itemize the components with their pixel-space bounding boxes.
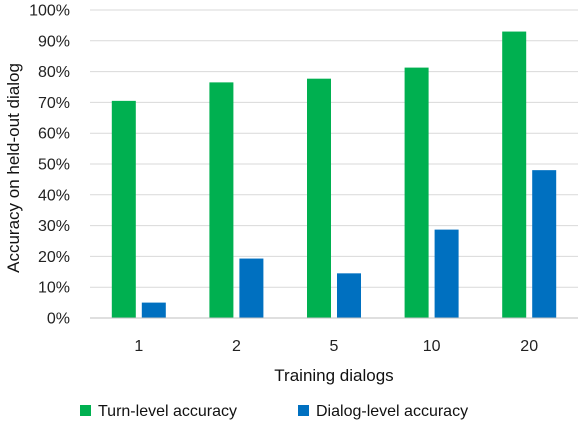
x-axis-title: Training dialogs [274, 366, 393, 385]
bar-turn-level-2 [209, 82, 234, 318]
legend-swatch-dialog-level [298, 405, 309, 416]
y-tick-label: 100% [29, 3, 70, 20]
y-tick-label: 30% [38, 218, 70, 235]
y-tick-label: 10% [38, 280, 70, 297]
gridlines [90, 9, 578, 288]
bar-dialog-level-10 [434, 229, 459, 318]
legend-label-turn-level: Turn-level accuracy [98, 403, 237, 420]
y-tick-label: 40% [38, 187, 70, 204]
x-tick-label: 1 [134, 338, 143, 355]
legend: Turn-level accuracy Dialog-level accurac… [80, 403, 468, 420]
y-tick-label: 60% [38, 126, 70, 143]
y-tick-label: 70% [38, 95, 70, 112]
bars [111, 31, 557, 319]
legend-swatch-turn-level [80, 405, 91, 416]
x-tick-label: 2 [232, 338, 241, 355]
bar-turn-level-20 [502, 31, 527, 319]
legend-label-dialog-level: Dialog-level accuracy [316, 403, 468, 420]
bar-dialog-level-20 [532, 170, 557, 318]
x-tick-label: 10 [423, 338, 441, 355]
bar-dialog-level-2 [239, 258, 264, 318]
y-tick-label: 50% [38, 157, 70, 174]
x-tick-label: 5 [330, 338, 339, 355]
bar-dialog-level-5 [337, 273, 361, 318]
x-tick-label: 20 [520, 338, 538, 355]
y-tick-label: 20% [38, 249, 70, 266]
bar-dialog-level-1 [141, 302, 166, 318]
y-tick-label: 0% [47, 311, 70, 328]
y-axis-ticks: 0% 10% 20% 30% 40% 50% 60% 70% 80% 90% 100% [29, 3, 70, 328]
y-tick-label: 90% [38, 33, 70, 50]
bar-turn-level-10 [404, 67, 429, 318]
x-axis-ticks: 1 2 5 10 20 [134, 338, 538, 355]
y-axis-title: Accuracy on held-out dialog [4, 63, 23, 273]
y-tick-label: 80% [38, 64, 70, 81]
bar-turn-level-5 [307, 78, 331, 319]
bar-turn-level-1 [111, 100, 136, 318]
